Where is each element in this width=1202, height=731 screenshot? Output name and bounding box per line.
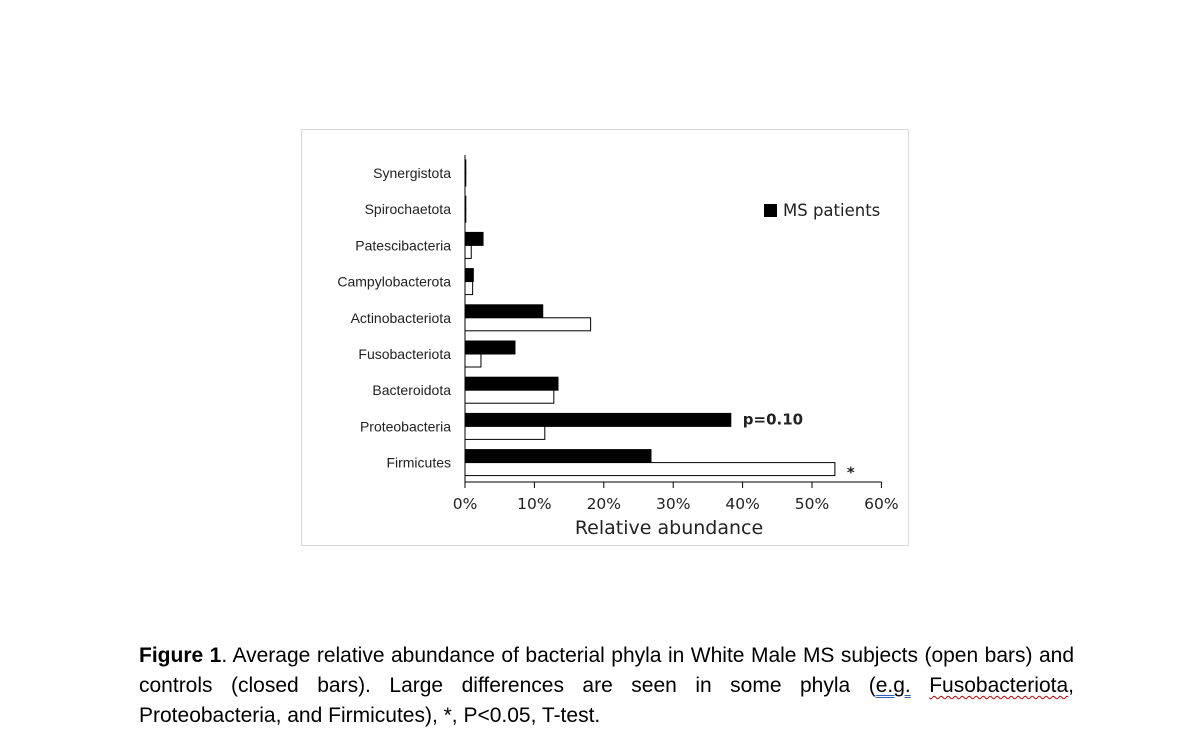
caption-eg: e.g. [875,674,911,697]
figure-label: Figure 1 [139,644,222,667]
bar-closed-bacteroidota [464,376,559,391]
bar-closed-firmicutes [464,449,652,464]
category-label-synergistota: Synergistota [373,165,451,181]
x-axis-title: Relative abundance [575,517,763,539]
category-label-fusobacteriota: Fusobacteriota [358,346,451,362]
legend-swatch-ms-patients [764,204,777,217]
bar-open-proteobacteria [464,425,546,440]
category-label-patescibacteria: Patescibacteria [355,237,451,253]
caption-space [911,674,930,697]
p-value-annotation: p=0.10 [743,410,803,428]
bar-closed-patescibacteria [464,231,484,246]
chart-frame: Synergistota Spirochaetota Patescibacteria… [301,129,909,546]
bar-closed-fusobacteriota [464,340,516,355]
caption-text-1: . Average relative abundance of bacteria… [139,644,1075,697]
x-tick-label-2: 20% [587,495,621,513]
category-label-bacteroidota: Bacteroidota [372,382,451,398]
bar-open-fusobacteriota [464,353,482,368]
bar-chart: Synergistota Spirochaetota Patescibacteria… [337,155,899,539]
bar-open-campylobacterota [464,281,474,296]
category-label-spirochaetota: Spirochaetota [365,201,452,217]
x-tick-label-5: 50% [795,495,829,513]
bar-open-bacteroidota [464,389,555,404]
bar-closed-campylobacterota [464,268,474,283]
x-tick-label-1: 10% [517,495,551,513]
x-tick-label-0: 0% [453,495,478,513]
x-tick-label-6: 60% [864,495,898,513]
caption-fusobacteriota: Fusobacteriota [929,674,1069,697]
category-label-campylobacterota: Campylobacterota [337,274,451,290]
category-label-firmicutes: Firmicutes [386,455,451,471]
bar-closed-actinobacteriota [464,304,544,319]
caption-text-2: , Proteobacteria, and Firmicutes), *, P<… [139,674,1074,727]
bar-open-patescibacteria [464,244,472,259]
x-tick-label-4: 40% [725,495,759,513]
figure-caption: Figure 1. Average relative abundance of … [139,641,1074,731]
bar-closed-proteobacteria [464,412,732,427]
significance-asterisk: * [847,464,855,482]
legend-label-ms-patients: MS patients [783,201,880,220]
bar-open-firmicutes [464,462,836,477]
x-tick-label-3: 30% [656,495,690,513]
category-label-actinobacteriota: Actinobacteriota [351,310,452,326]
category-label-proteobacteria: Proteobacteria [360,418,451,434]
bar-open-actinobacteriota [464,317,592,332]
